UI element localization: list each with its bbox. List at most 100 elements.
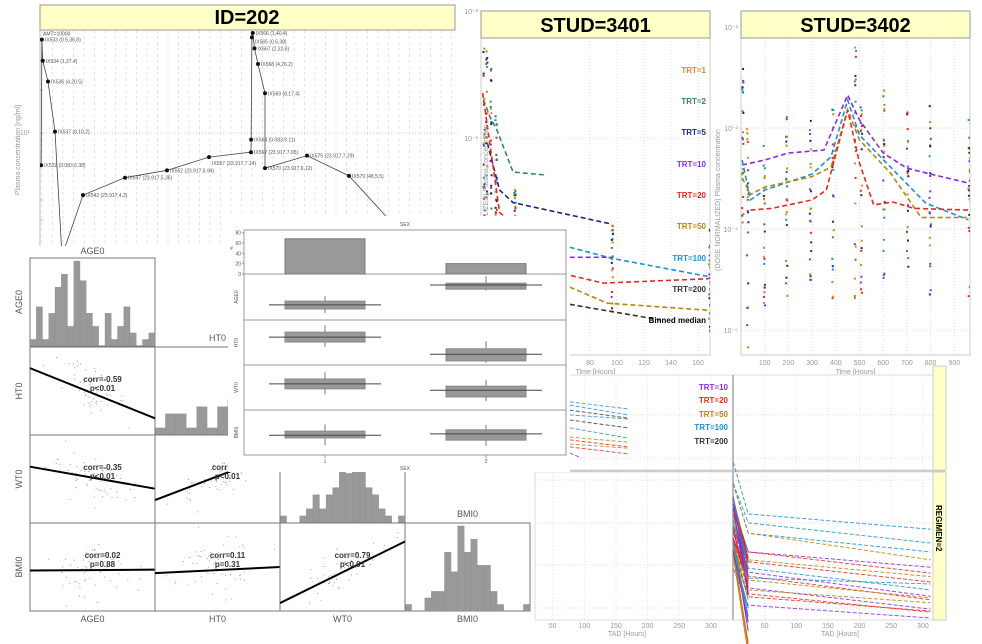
observation-dot — [832, 109, 835, 112]
observation-dot — [969, 148, 970, 151]
observation-dot — [745, 254, 748, 257]
scatter-point — [86, 483, 88, 485]
observation-dot — [854, 100, 857, 103]
scatter-point — [125, 499, 127, 501]
observation-dot — [831, 194, 834, 197]
observation-dot — [494, 210, 497, 213]
histogram-bar — [385, 515, 392, 524]
scatter-point — [122, 400, 124, 402]
observation-dot — [808, 258, 811, 261]
observation-dot — [763, 223, 766, 226]
observation-dot — [708, 325, 710, 328]
x-tick-label: 150 — [610, 623, 622, 630]
scatter-point — [96, 392, 98, 394]
scatter-point — [128, 427, 130, 429]
scatter-point — [85, 369, 87, 371]
scatter-point — [231, 552, 233, 554]
observation-dot — [906, 209, 909, 212]
x-tick-label: 200 — [854, 623, 866, 630]
y-tick-label: 10⁻⁴ — [724, 227, 739, 234]
scatter-point — [227, 483, 229, 485]
scatter-point — [113, 558, 115, 560]
observation-dot — [610, 238, 613, 241]
scatter-point — [82, 559, 84, 561]
scatter-point — [232, 560, 234, 562]
tad-line — [732, 521, 931, 597]
observation-dot — [968, 179, 970, 182]
observation-dot — [907, 175, 910, 178]
observation-dot — [785, 116, 788, 119]
observation-dot — [968, 230, 970, 233]
scatter-point — [242, 544, 244, 546]
x-tick-label: 300 — [917, 623, 929, 630]
tad-line — [732, 538, 931, 610]
scatter-point — [344, 561, 346, 563]
observation-dot — [708, 273, 710, 276]
observation-dot — [485, 90, 488, 93]
scatter-point — [75, 487, 77, 489]
observation-dot — [810, 250, 813, 253]
tad-early-line — [732, 540, 749, 617]
observation-dot — [860, 239, 863, 242]
observation-dot — [762, 144, 765, 147]
scatter-point — [84, 462, 86, 464]
observation-dot — [808, 188, 811, 191]
observation-dot — [763, 202, 766, 205]
observation-dot — [485, 142, 488, 145]
scatter-point — [84, 566, 86, 568]
observation-dot — [763, 167, 766, 170]
scatter-point — [368, 555, 370, 557]
histogram-bar — [483, 565, 491, 612]
observation-dot — [485, 63, 488, 66]
point-label: IX552 (23.917,5.94) — [170, 168, 215, 174]
diagonal-label: AGE0 — [80, 246, 104, 256]
scatter-point — [351, 574, 353, 576]
scatter-point — [336, 578, 338, 580]
scatter-point — [107, 404, 109, 406]
scatter-point — [85, 551, 87, 553]
facet-strip-regimen-1 — [932, 365, 947, 471]
scatter-point — [215, 486, 217, 488]
tad-early-line — [732, 539, 749, 570]
observation-dot — [495, 198, 498, 201]
scatter-point — [102, 470, 104, 472]
regression-line — [279, 540, 406, 604]
observation-dot — [968, 198, 970, 201]
scatter-point — [219, 489, 221, 491]
histogram-bar — [457, 525, 465, 612]
scatter-point — [85, 571, 87, 573]
x-tick-label: 150 — [822, 623, 834, 630]
scatter-point — [103, 568, 105, 570]
scatter-point — [71, 472, 73, 474]
y-axis-label: # — [230, 246, 233, 252]
p-value-label: p=0.31 — [215, 560, 241, 569]
histogram-bar — [175, 413, 187, 436]
observation-dot — [709, 330, 710, 333]
observation-dot — [967, 295, 970, 298]
observation-dot — [906, 165, 909, 168]
observation-dot — [809, 220, 812, 223]
scatter-point — [186, 491, 188, 493]
observation-dot — [513, 191, 516, 194]
scatter-point — [69, 463, 71, 465]
p-value-label: p=0.88 — [90, 560, 116, 569]
observation-dot — [482, 163, 485, 166]
scatter-point — [110, 488, 112, 490]
scatter-point — [224, 482, 226, 484]
x-tick-label: 300 — [705, 623, 717, 630]
observation-dot — [929, 172, 932, 175]
point-label: IX579 (48,5.5) — [352, 174, 384, 180]
observation-dot — [610, 307, 613, 310]
observation-dot — [513, 197, 516, 200]
scatter-point — [69, 498, 71, 500]
scatter-panel: corr=0.79p<0.01 — [279, 522, 406, 612]
observation-dot — [763, 187, 766, 190]
observation-dot — [482, 72, 485, 75]
scatter-point — [356, 573, 358, 575]
tad-regimen-panel: 50 50 100 100 150 150 200 200 250 250 300 300 TAD [H… — [534, 365, 947, 644]
scatter-frame — [154, 522, 281, 612]
scatter-panel: corr=-0.35p<0.01 — [29, 434, 156, 524]
histogram-bar — [36, 306, 43, 347]
scatter-point — [67, 470, 69, 472]
